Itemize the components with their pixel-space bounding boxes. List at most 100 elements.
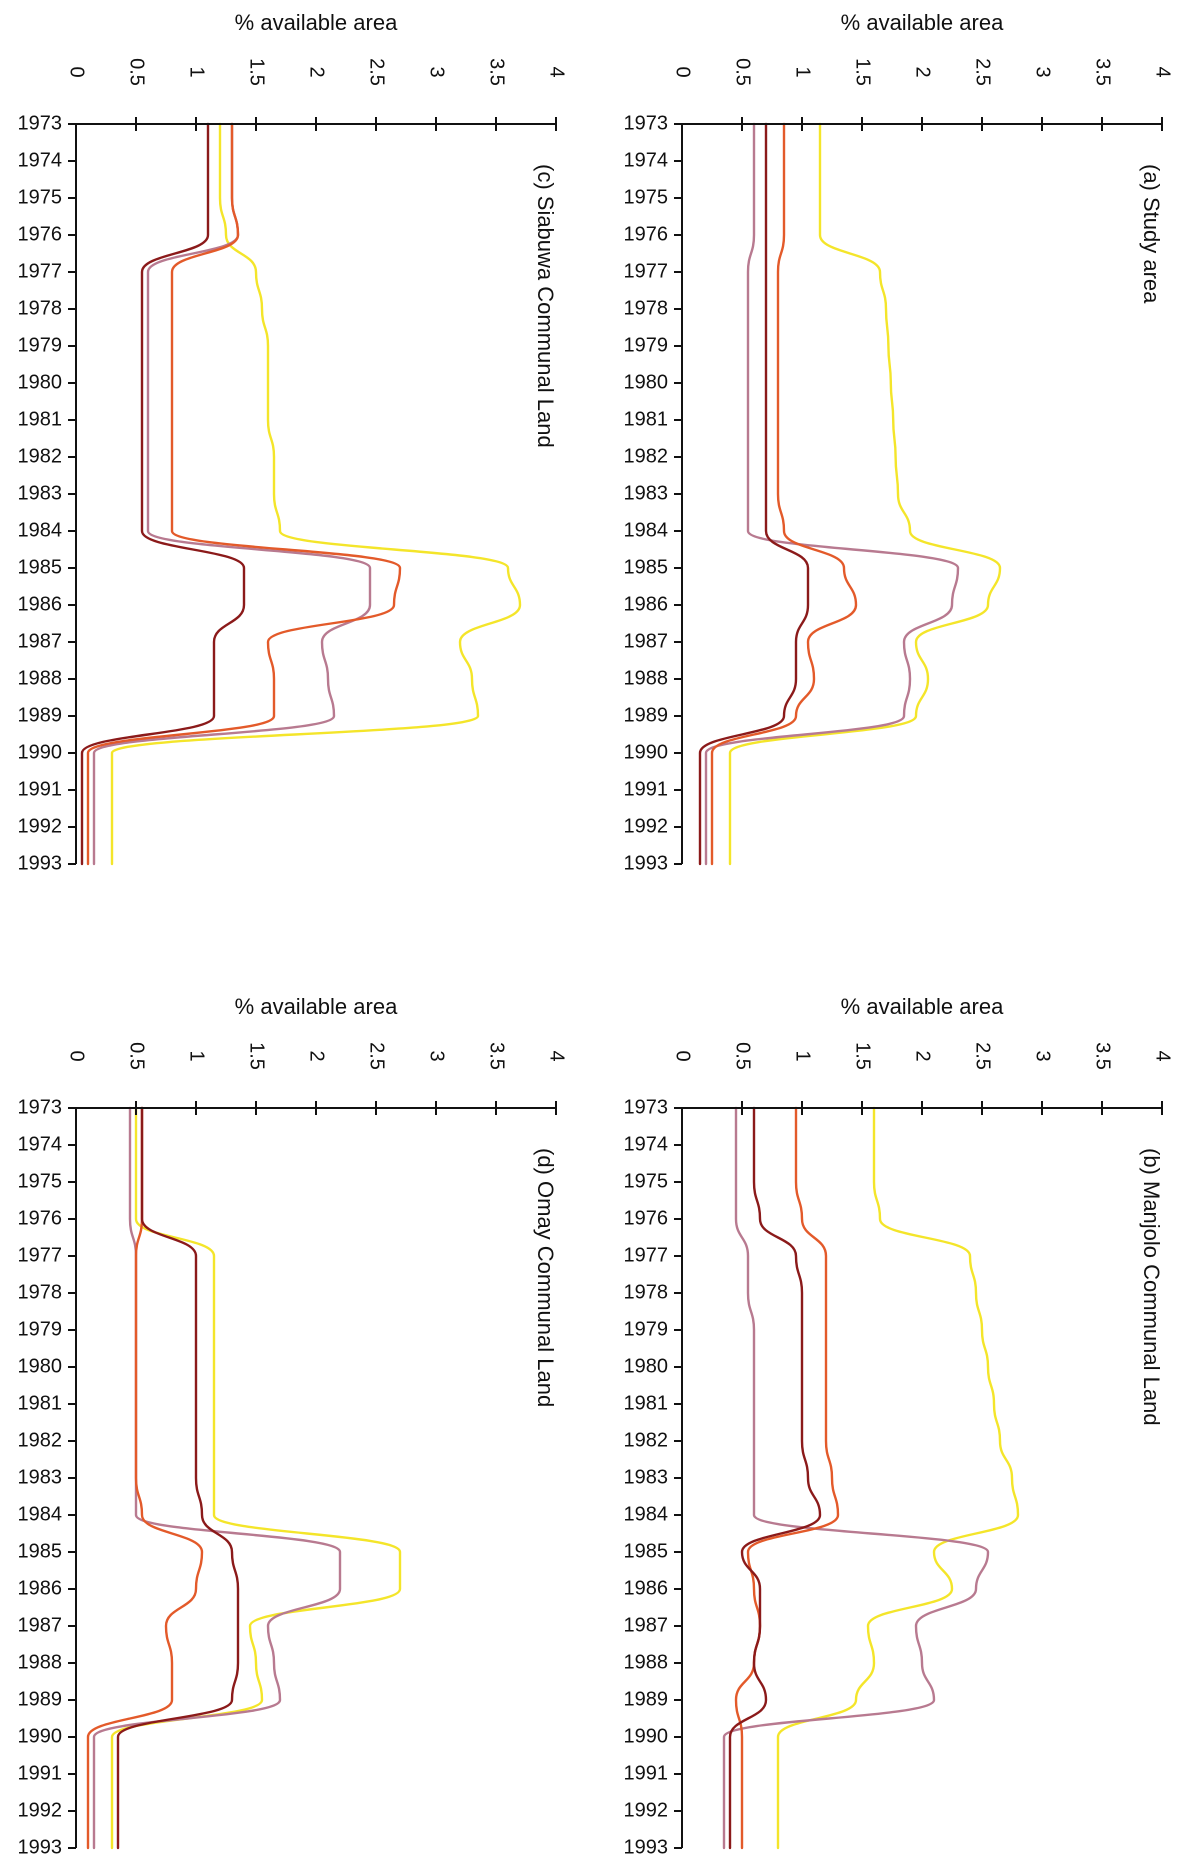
year-tick-label: 1977: [18, 1244, 63, 1266]
value-tick-label: 0.5: [732, 1042, 754, 1070]
year-tick-label: 1982: [624, 1429, 669, 1451]
year-tick-label: 1989: [624, 1688, 669, 1710]
value-axis-title: % available area: [841, 994, 1004, 1019]
series-line-1: [92, 122, 372, 866]
year-tick-label: 1990: [18, 1725, 63, 1747]
year-tick-label: 1973: [624, 112, 669, 134]
value-tick-label: 2.5: [366, 58, 388, 86]
year-tick-label: 1990: [624, 741, 669, 763]
series-line-0: [728, 122, 1002, 866]
year-tick-label: 1988: [624, 1651, 669, 1673]
year-tick-label: 1975: [18, 186, 63, 208]
year-tick-label: 1980: [18, 1355, 63, 1377]
year-tick-label: 1973: [624, 1096, 669, 1118]
year-tick-label: 1982: [18, 445, 63, 467]
year-tick-label: 1978: [624, 1281, 669, 1303]
value-tick-label: 2: [912, 1050, 934, 1061]
year-tick-label: 1977: [624, 260, 669, 282]
value-tick-label: 1: [792, 1050, 814, 1061]
value-tick-label: 0.5: [732, 58, 754, 86]
value-tick-label: 2.5: [972, 1042, 994, 1070]
year-tick-label: 1993: [624, 1836, 669, 1858]
value-tick-label: 1: [186, 1050, 208, 1061]
year-tick-label: 1993: [624, 852, 669, 874]
year-tick-label: 1984: [18, 1503, 63, 1525]
value-tick-label: 4: [1152, 66, 1174, 77]
year-tick-label: 1987: [624, 630, 669, 652]
year-tick-label: 1987: [18, 630, 63, 652]
value-tick-label: 3: [1032, 66, 1054, 77]
value-tick-label: 1.5: [852, 1042, 874, 1070]
series-line-0: [110, 1106, 402, 1850]
value-tick-label: 4: [546, 1050, 568, 1061]
chart-panel: 0 0.5 1 1.5 2 2.5 3 3.5 4 1973 1974 1975 1976 1977 197…: [624, 994, 1174, 1858]
chart-panel: 0 0.5 1 1.5 2 2.5 3 3.5 4 1973 1974 1975 1976 1977 197…: [18, 10, 568, 874]
year-tick-label: 1990: [18, 741, 63, 763]
series-line-0: [776, 1106, 1020, 1850]
value-tick-label: 3: [1032, 1050, 1054, 1061]
value-tick-label: 1.5: [246, 58, 268, 86]
year-tick-label: 1983: [18, 1466, 63, 1488]
value-axis-title: % available area: [235, 994, 398, 1019]
year-tick-label: 1982: [624, 445, 669, 467]
year-tick-label: 1975: [624, 1170, 669, 1192]
value-tick-label: 1.5: [852, 58, 874, 86]
value-tick-label: 0.5: [126, 58, 148, 86]
year-tick-label: 1976: [624, 1207, 669, 1229]
value-tick-label: 3: [426, 1050, 448, 1061]
series-line-2: [734, 1106, 840, 1850]
series-line-3: [698, 122, 810, 866]
year-tick-label: 1975: [18, 1170, 63, 1192]
year-tick-label: 1978: [624, 297, 669, 319]
series-line-3: [728, 1106, 822, 1850]
series-line-1: [704, 122, 960, 866]
year-tick-label: 1987: [624, 1614, 669, 1636]
year-tick-label: 1981: [624, 1392, 669, 1414]
series-line-3: [80, 122, 246, 866]
year-tick-label: 1979: [18, 334, 63, 356]
year-tick-label: 1975: [624, 186, 669, 208]
year-tick-label: 1982: [18, 1429, 63, 1451]
year-tick-label: 1992: [624, 815, 669, 837]
value-tick-label: 2.5: [366, 1042, 388, 1070]
year-tick-label: 1976: [18, 1207, 63, 1229]
year-tick-label: 1985: [18, 556, 63, 578]
year-tick-label: 1984: [624, 1503, 669, 1525]
year-tick-label: 1978: [18, 297, 63, 319]
value-tick-label: 1: [186, 66, 208, 77]
year-tick-label: 1991: [624, 778, 669, 800]
panel-title: (b) Manjolo Communal Land: [1139, 1148, 1164, 1426]
value-tick-label: 3.5: [486, 58, 508, 86]
panel-title: (a) Study area: [1139, 164, 1164, 304]
year-tick-label: 1986: [18, 593, 63, 615]
value-tick-label: 4: [546, 66, 568, 77]
value-tick-label: 3.5: [486, 1042, 508, 1070]
year-tick-label: 1974: [18, 1133, 63, 1155]
year-tick-label: 1991: [18, 1762, 63, 1784]
year-tick-label: 1973: [18, 1096, 63, 1118]
series-line-3: [116, 1106, 240, 1850]
year-tick-label: 1988: [624, 667, 669, 689]
year-tick-label: 1979: [624, 1318, 669, 1340]
year-tick-label: 1990: [624, 1725, 669, 1747]
year-tick-label: 1983: [624, 1466, 669, 1488]
year-tick-label: 1992: [624, 1799, 669, 1821]
value-tick-label: 1.5: [246, 1042, 268, 1070]
year-tick-label: 1987: [18, 1614, 63, 1636]
year-tick-label: 1980: [18, 371, 63, 393]
panel-title: (c) Siabuwa Communal Land: [533, 164, 558, 448]
series-line-2: [710, 122, 858, 866]
year-tick-label: 1986: [624, 1577, 669, 1599]
year-tick-label: 1977: [18, 260, 63, 282]
value-tick-label: 3.5: [1092, 58, 1114, 86]
value-tick-label: 4: [1152, 1050, 1174, 1061]
year-tick-label: 1985: [624, 556, 669, 578]
year-tick-label: 1983: [18, 482, 63, 504]
year-tick-label: 1980: [624, 371, 669, 393]
year-tick-label: 1985: [18, 1540, 63, 1562]
year-tick-label: 1977: [624, 1244, 669, 1266]
series-line-2: [86, 1106, 204, 1850]
year-tick-label: 1983: [624, 482, 669, 504]
series-line-1: [92, 1106, 342, 1850]
value-axis-title: % available area: [841, 10, 1004, 35]
